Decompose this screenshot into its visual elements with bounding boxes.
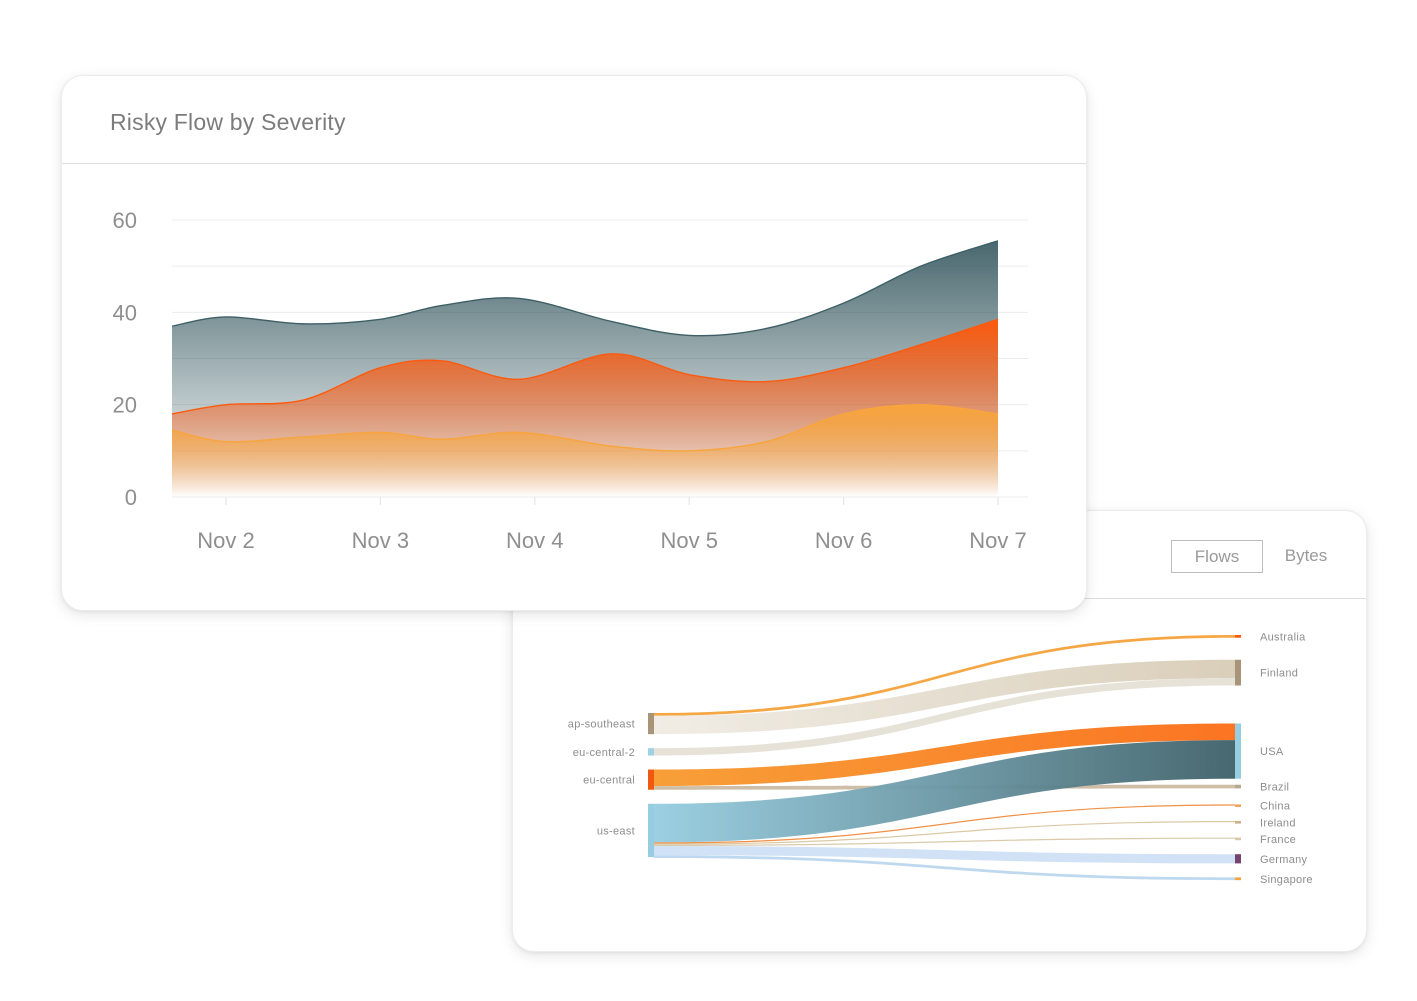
source-node-eu-central: [648, 769, 654, 790]
series-group: [172, 240, 999, 497]
target-label-Singapore: Singapore: [1260, 874, 1313, 886]
bytes-toggle-button[interactable]: Bytes: [1284, 546, 1328, 565]
target-node-USA: [1235, 723, 1241, 779]
target-label-Finland: Finland: [1260, 668, 1298, 680]
sankey-link-ap-southeast-Australia: [654, 635, 1235, 716]
flows-toggle-button[interactable]: Flows: [1171, 540, 1263, 573]
y-tick-label: 0: [125, 485, 137, 510]
y-axis: 0 20 40 60: [113, 208, 137, 510]
target-node-Ireland: [1235, 821, 1241, 824]
target-node-France: [1235, 837, 1241, 841]
y-tick-label: 60: [113, 208, 137, 233]
sankey-links: [654, 635, 1235, 881]
sankey-link-us-east-Ireland: [654, 821, 1235, 845]
target-label-Brazil: Brazil: [1260, 782, 1289, 794]
x-tick-label: Nov 4: [506, 528, 563, 553]
x-tick-label: Nov 6: [815, 528, 872, 553]
y-tick-label: 20: [113, 393, 137, 418]
sankey-link-us-east-Singapore: [654, 855, 1235, 881]
sankey-link-us-east-China: [654, 804, 1235, 844]
x-tick-label: Nov 2: [197, 528, 254, 553]
x-tick-label: Nov 3: [352, 528, 409, 553]
target-label-USA: USA: [1260, 746, 1284, 758]
target-node-China: [1235, 804, 1241, 807]
source-node-ap-southeast: [648, 713, 654, 735]
source-node-us-east: [648, 803, 654, 858]
series-line-0: [172, 240, 999, 337]
sankey-nodes: ap-southeast eu-central-2 eu-central us-eas…: [568, 631, 1313, 885]
source-label-ap-southeast: ap-southeast: [568, 719, 635, 731]
x-tick-label: Nov 5: [660, 528, 717, 553]
source-label-eu-central-2: eu-central-2: [573, 747, 635, 759]
sankey-link-eu-central-2-Finland: [654, 678, 1235, 756]
sankey-link-us-east-France: [654, 837, 1235, 846]
sankey-link-us-east-Germany: [654, 846, 1235, 864]
series-area-2: [172, 404, 998, 497]
risky-flow-card: Risky Flow by Severity Nov 2 Nov 3 Nov 4 No…: [61, 75, 1087, 611]
target-node-Singapore: [1235, 877, 1241, 881]
target-label-Germany: Germany: [1260, 854, 1308, 866]
source-label-us-east: us-east: [597, 825, 635, 837]
area-card-header: Risky Flow by Severity: [62, 76, 1086, 164]
target-label-China: China: [1260, 801, 1291, 813]
target-node-Germany: [1235, 854, 1241, 864]
sankey-link-eu-central-USA: [654, 723, 1235, 787]
source-label-eu-central: eu-central: [583, 775, 635, 787]
x-tick-label: Nov 7: [969, 528, 1026, 553]
x-axis: Nov 2 Nov 3 Nov 4 Nov 5 Nov 6 Nov 7: [172, 496, 1028, 553]
area-chart: Nov 2 Nov 3 Nov 4 Nov 5 Nov 6 Nov 7 0 20 40 60: [113, 208, 1028, 553]
y-tick-label: 40: [113, 300, 137, 325]
target-node-Brazil: [1235, 784, 1241, 789]
series-line-1: [172, 318, 999, 415]
series-line-2: [172, 403, 999, 452]
target-node-Australia: [1235, 635, 1241, 638]
target-label-Australia: Australia: [1260, 631, 1306, 643]
sankey-link-ap-southeast-Finland: [654, 659, 1235, 735]
target-label-Ireland: Ireland: [1260, 817, 1296, 829]
target-node-Finland: [1235, 659, 1241, 686]
chart-title: Risky Flow by Severity: [110, 109, 346, 135]
target-label-France: France: [1260, 834, 1296, 846]
sankey-chart: ap-southeast eu-central-2 eu-central us-eas…: [568, 631, 1313, 885]
sankey-link-us-east-USA: [654, 740, 1235, 843]
source-node-eu-central-2: [648, 748, 654, 756]
